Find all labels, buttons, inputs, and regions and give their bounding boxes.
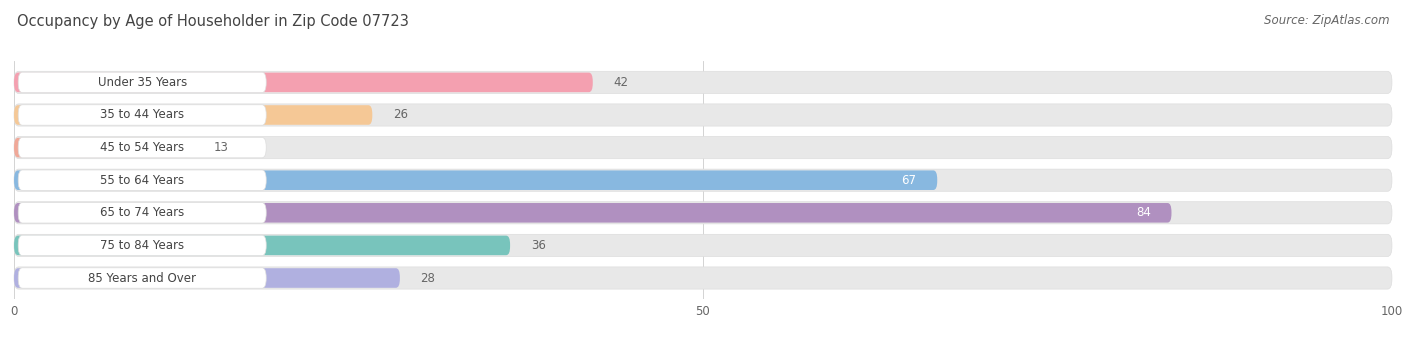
- FancyBboxPatch shape: [18, 105, 266, 125]
- FancyBboxPatch shape: [14, 203, 1171, 223]
- FancyBboxPatch shape: [14, 268, 399, 288]
- FancyBboxPatch shape: [18, 170, 266, 190]
- FancyBboxPatch shape: [18, 72, 266, 92]
- Text: 65 to 74 Years: 65 to 74 Years: [100, 206, 184, 219]
- FancyBboxPatch shape: [14, 234, 1392, 256]
- Text: Under 35 Years: Under 35 Years: [97, 76, 187, 89]
- FancyBboxPatch shape: [14, 267, 1392, 289]
- Text: 28: 28: [420, 272, 436, 285]
- Text: 45 to 54 Years: 45 to 54 Years: [100, 141, 184, 154]
- Text: Occupancy by Age of Householder in Zip Code 07723: Occupancy by Age of Householder in Zip C…: [17, 14, 409, 29]
- Text: 67: 67: [901, 174, 917, 187]
- FancyBboxPatch shape: [18, 268, 266, 288]
- FancyBboxPatch shape: [18, 235, 266, 256]
- Text: 85 Years and Over: 85 Years and Over: [89, 272, 197, 285]
- FancyBboxPatch shape: [14, 236, 510, 255]
- FancyBboxPatch shape: [14, 73, 593, 92]
- FancyBboxPatch shape: [14, 170, 938, 190]
- FancyBboxPatch shape: [14, 202, 1392, 224]
- FancyBboxPatch shape: [18, 137, 266, 158]
- FancyBboxPatch shape: [14, 138, 193, 157]
- Text: Source: ZipAtlas.com: Source: ZipAtlas.com: [1264, 14, 1389, 27]
- FancyBboxPatch shape: [14, 104, 1392, 126]
- FancyBboxPatch shape: [14, 169, 1392, 191]
- Text: 42: 42: [613, 76, 628, 89]
- Text: 84: 84: [1136, 206, 1152, 219]
- FancyBboxPatch shape: [14, 137, 1392, 159]
- Text: 55 to 64 Years: 55 to 64 Years: [100, 174, 184, 187]
- FancyBboxPatch shape: [14, 105, 373, 125]
- Text: 36: 36: [531, 239, 546, 252]
- Text: 26: 26: [394, 108, 408, 121]
- Text: 35 to 44 Years: 35 to 44 Years: [100, 108, 184, 121]
- FancyBboxPatch shape: [14, 71, 1392, 94]
- FancyBboxPatch shape: [18, 203, 266, 223]
- Text: 13: 13: [214, 141, 229, 154]
- Text: 75 to 84 Years: 75 to 84 Years: [100, 239, 184, 252]
